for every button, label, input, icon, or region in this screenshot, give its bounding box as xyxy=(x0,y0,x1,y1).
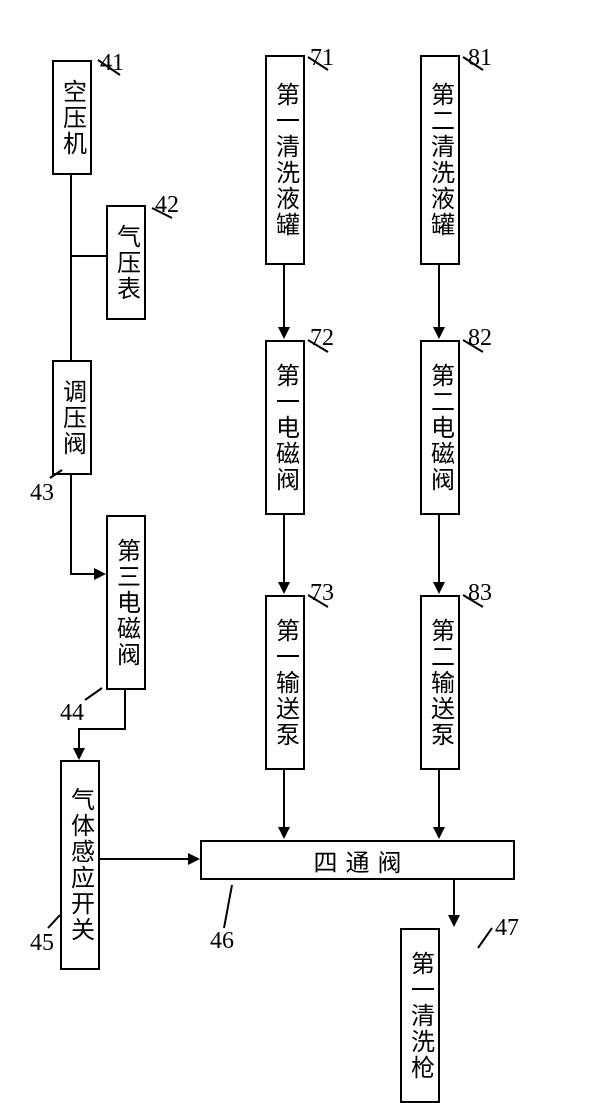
edge-line-8 xyxy=(78,728,80,748)
edge-line-12 xyxy=(283,265,285,327)
edge-line-2 xyxy=(70,255,72,360)
node-n43: 调压阀 xyxy=(52,360,92,475)
edge-line-0 xyxy=(70,175,72,257)
leader-27 xyxy=(151,207,173,219)
edge-line-10 xyxy=(100,858,188,860)
label-n45: 45 xyxy=(30,930,54,957)
arrowhead-25 xyxy=(448,915,460,927)
edge-line-14 xyxy=(283,515,285,582)
edge-line-24 xyxy=(453,880,455,915)
node-n46: 四通阀 xyxy=(200,840,515,880)
leader-26 xyxy=(97,59,121,76)
leader-34 xyxy=(462,56,484,71)
edge-line-7 xyxy=(78,728,126,730)
arrowhead-11 xyxy=(188,853,200,865)
leader-28 xyxy=(49,469,63,479)
edge-line-18 xyxy=(438,265,440,327)
node-n81: 第二清洗液罐 xyxy=(420,55,460,265)
arrowhead-15 xyxy=(278,582,290,594)
arrowhead-21 xyxy=(433,582,445,594)
edge-line-20 xyxy=(438,515,440,582)
leader-29 xyxy=(84,687,103,701)
edge-line-6 xyxy=(124,690,126,730)
node-n41: 空压机 xyxy=(52,60,92,175)
arrowhead-19 xyxy=(433,327,445,339)
arrowhead-17 xyxy=(278,827,290,839)
node-n82: 第二电磁阀 xyxy=(420,340,460,515)
leader-38 xyxy=(477,927,493,949)
edge-line-4 xyxy=(70,573,96,575)
arrowhead-23 xyxy=(433,827,445,839)
node-n83: 第二输送泵 xyxy=(420,595,460,770)
leader-30 xyxy=(47,914,61,929)
label-n44: 44 xyxy=(60,700,84,727)
leader-37 xyxy=(223,884,233,929)
leader-35 xyxy=(462,339,484,353)
label-n46: 46 xyxy=(210,928,234,955)
leader-32 xyxy=(307,339,329,353)
label-n43: 43 xyxy=(30,480,54,507)
edge-line-16 xyxy=(283,770,285,827)
node-n71: 第一清洗液罐 xyxy=(265,55,305,265)
edge-line-22 xyxy=(438,770,440,827)
arrowhead-9 xyxy=(73,748,85,760)
node-n45: 气体感应开关 xyxy=(60,760,100,970)
arrowhead-5 xyxy=(94,568,106,580)
arrowhead-13 xyxy=(278,327,290,339)
label-n47: 47 xyxy=(495,915,519,942)
leader-31 xyxy=(307,56,329,71)
node-n42: 气压表 xyxy=(106,205,146,320)
leader-36 xyxy=(462,594,484,608)
node-n47: 第一清洗枪 xyxy=(400,928,440,1103)
edge-line-3 xyxy=(70,475,72,575)
leader-33 xyxy=(307,594,329,608)
node-n73: 第一输送泵 xyxy=(265,595,305,770)
edge-line-1 xyxy=(70,255,106,257)
node-n72: 第一电磁阀 xyxy=(265,340,305,515)
node-n44: 第三电磁阀 xyxy=(106,515,146,690)
